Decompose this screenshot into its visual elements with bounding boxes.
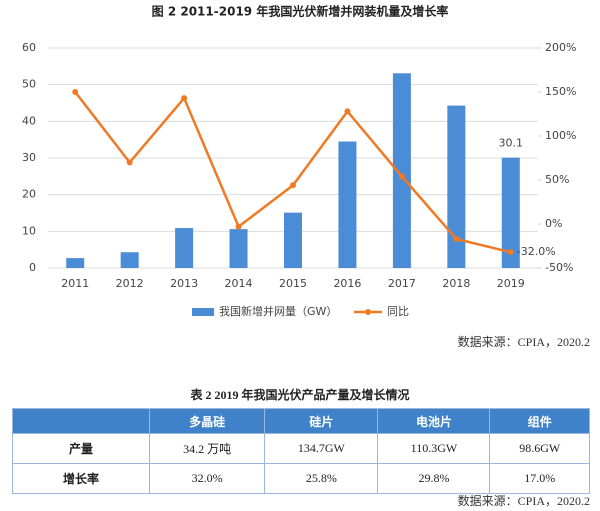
x-tick-label: 2015	[279, 277, 307, 290]
y2-tick-label: 50%	[545, 173, 569, 186]
legend-label: 我国新增并网量（GW）	[219, 304, 337, 318]
y2-tick-label: 0%	[545, 217, 562, 230]
line-marker	[507, 249, 514, 256]
y-tick-label: 60	[22, 41, 36, 54]
table-cell: 硅片	[264, 408, 379, 434]
x-tick-label: 2012	[116, 277, 144, 290]
legend-label: 同比	[387, 305, 409, 318]
x-tick-label: 2011	[61, 277, 89, 290]
table-row: 增长率 32.0% 25.8% 29.8% 17.0%	[12, 463, 590, 494]
x-tick-label: 2014	[225, 277, 253, 290]
y-tick-label: 0	[29, 261, 36, 274]
line-marker	[453, 235, 460, 242]
footer-source: 数据来源：CPIA，2020.2	[457, 494, 590, 508]
table-row: 产量 34.2 万吨 134.7GW 110.3GW 98.6GW	[12, 433, 590, 464]
table-cell: 产量	[12, 433, 150, 464]
data-label: 30.1	[499, 137, 524, 150]
line-marker	[72, 89, 79, 95]
x-tick-label: 2017	[388, 277, 416, 290]
y-tick-label: 20	[22, 188, 36, 201]
bar	[392, 73, 411, 268]
table-cell: 34.2 万吨	[148, 433, 266, 464]
x-tick-label: 2019	[497, 277, 525, 290]
table: 多晶硅 硅片 电池片 组件 产量 34.2 万吨 134.7GW 110.3GW 98.6GW 增…	[12, 408, 590, 494]
table-title: 表 2 2019 年我国光伏产品产量及增长情况	[190, 388, 410, 402]
y2-tick-label: 200%	[545, 41, 576, 54]
table-cell: 25.8%	[264, 463, 379, 494]
table-cell: 98.6GW	[489, 433, 590, 464]
table-cell	[12, 408, 150, 434]
y2-tick-label: -50%	[545, 261, 573, 274]
bar	[338, 141, 357, 268]
x-tick-label: 2016	[333, 277, 361, 290]
bar	[229, 229, 248, 268]
table-cell: 29.8%	[377, 463, 491, 494]
x-tick-label: 2013	[170, 277, 198, 290]
line-marker	[181, 95, 188, 102]
line-marker	[235, 223, 242, 230]
y-tick-label: 40	[22, 114, 36, 127]
y-tick-label: 30	[22, 151, 36, 164]
y-tick-label: 50	[22, 78, 36, 91]
table-cell: 110.3GW	[377, 433, 491, 464]
table-cell: 组件	[489, 408, 590, 434]
chart: 图 2 2011-2019 年我国光伏新增并网装机量及增长率 0 10 20 30 40…	[22, 4, 576, 319]
bar	[447, 105, 466, 268]
table-cell: 32.0%	[148, 463, 266, 494]
chart-title: 图 2 2011-2019 年我国光伏新增并网装机量及增长率	[152, 4, 449, 19]
bar	[175, 228, 194, 268]
line-marker	[290, 182, 296, 189]
line-marker	[126, 159, 133, 166]
table-cell: 134.7GW	[264, 433, 379, 464]
table-header: 多晶硅 硅片 电池片 组件	[12, 408, 590, 434]
legend-swatch	[192, 308, 214, 316]
bar	[284, 212, 302, 268]
y2-tick-label: 150%	[545, 85, 576, 98]
x-tick-label: 2018	[442, 277, 470, 290]
y2-tick-label: 100%	[545, 129, 576, 142]
line-marker	[398, 173, 405, 180]
bar	[501, 157, 520, 268]
legend-swatch	[365, 309, 371, 315]
y-tick-label: 10	[22, 224, 36, 237]
table-cell: 17.0%	[489, 463, 590, 494]
bar	[66, 258, 85, 268]
table-cell: 增长率	[12, 463, 150, 494]
table-cell: 电池片	[377, 408, 491, 434]
data-label: -32.0%	[517, 245, 556, 258]
source: 数据来源：CPIA，2020.2	[457, 335, 590, 349]
line-marker	[344, 108, 351, 115]
bar	[120, 252, 139, 268]
table-cell: 多晶硅	[148, 408, 266, 434]
